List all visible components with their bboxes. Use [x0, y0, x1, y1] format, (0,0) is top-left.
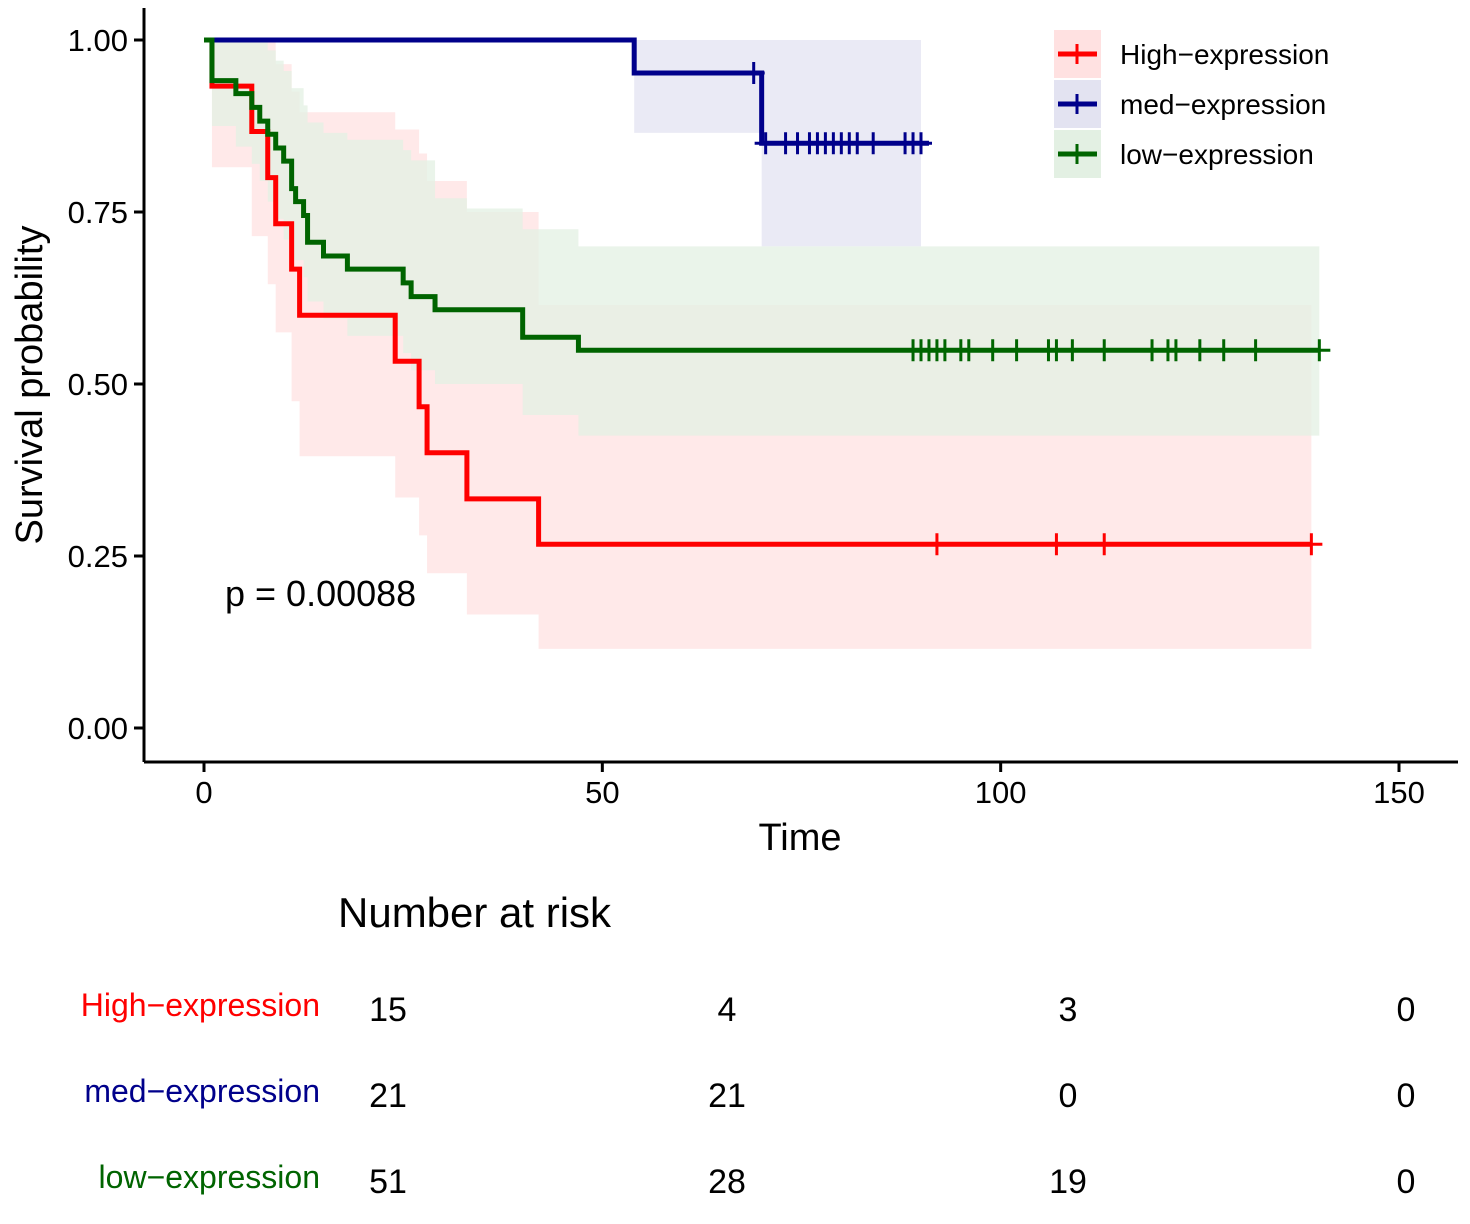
risk-count: 21: [708, 1077, 746, 1115]
risk-count: 51: [369, 1163, 407, 1201]
legend-label: med−expression: [1120, 89, 1326, 120]
x-tick-label: 150: [1373, 775, 1425, 810]
y-tick-label: 0.75: [68, 195, 128, 230]
censor-mark: [1061, 339, 1084, 362]
censor-mark: [1244, 339, 1267, 362]
censor-mark: [862, 132, 885, 155]
legend: High−expression med−expression low−express…: [1054, 30, 1329, 178]
risk-row-label: High−expression: [81, 987, 320, 1023]
x-axis-label: Time: [758, 817, 841, 859]
censor-mark: [1093, 339, 1116, 362]
censor-mark: [1308, 339, 1331, 362]
risk-count: 0: [1059, 1077, 1078, 1115]
risk-count: 21: [369, 1077, 407, 1115]
risk-count: 0: [1397, 1163, 1416, 1201]
risk-count: 19: [1049, 1163, 1087, 1201]
ci-band-1: [204, 40, 921, 247]
x-tick-label: 100: [975, 775, 1027, 810]
censor-mark: [1188, 339, 1211, 362]
axes: 0.00 0.25 0.50 0.75 1.00 0 50 100 150 Time Surviva…: [9, 8, 1458, 859]
censor-mark: [742, 62, 765, 85]
censor-mark: [1164, 339, 1187, 362]
risk-row-label: low−expression: [99, 1159, 320, 1195]
risk-count: 28: [708, 1163, 746, 1201]
risk-count: 3: [1059, 991, 1078, 1029]
x-tick-label: 0: [195, 775, 212, 810]
y-tick-label: 0.50: [68, 367, 128, 402]
survival-line-0: [204, 37, 1312, 547]
censor-mark: [1045, 533, 1068, 556]
survival-line-2: [204, 37, 1320, 353]
censor-mark: [957, 339, 980, 362]
risk-count: 15: [369, 991, 407, 1029]
risk-row-label: med−expression: [84, 1073, 320, 1109]
risk-table: High−expression 15 4 3 0 med−expression 21 21 0 0…: [81, 987, 1416, 1201]
ci-band-2: [204, 40, 1320, 436]
p-value-annotation: p = 0.00088: [225, 573, 416, 614]
y-tick-label: 0.00: [68, 711, 128, 746]
x-tick-label: 50: [585, 775, 619, 810]
y-axis-label: Survival probability: [9, 226, 51, 545]
censor-mark: [754, 132, 777, 155]
censor-mark: [925, 533, 948, 556]
legend-label: low−expression: [1120, 139, 1314, 170]
y-tick-label: 1.00: [68, 23, 128, 58]
censor-mark: [1093, 533, 1116, 556]
censor-marks: [742, 62, 1331, 556]
censor-mark: [1212, 339, 1235, 362]
censor-mark: [1005, 339, 1028, 362]
legend-label: High−expression: [1120, 39, 1329, 70]
risk-count: 0: [1397, 991, 1416, 1029]
censor-mark: [910, 132, 932, 155]
y-tick-label: 0.25: [68, 539, 128, 574]
censor-mark: [1300, 533, 1323, 556]
censor-mark: [981, 339, 1004, 362]
risk-count: 4: [718, 991, 737, 1029]
risk-table-title: Number at risk: [338, 889, 612, 936]
risk-count: 0: [1397, 1077, 1416, 1115]
